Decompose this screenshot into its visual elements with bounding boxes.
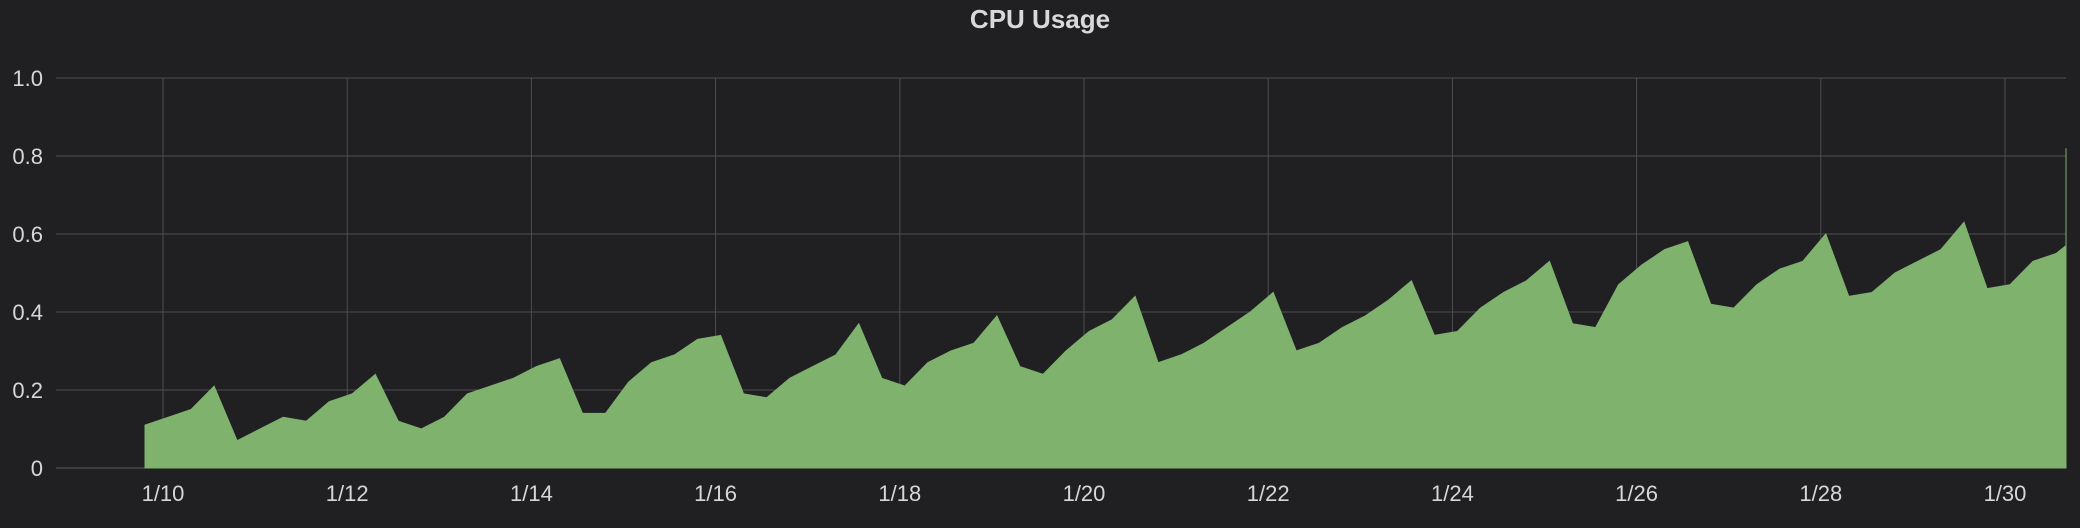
y-tick-label: 0.2 [12, 378, 43, 403]
x-tick-label: 1/14 [510, 481, 553, 506]
y-tick-label: 0.4 [12, 300, 43, 325]
x-tick-label: 1/24 [1431, 481, 1474, 506]
x-tick-label: 1/30 [1984, 481, 2027, 506]
y-tick-label: 1.0 [12, 66, 43, 91]
x-axis-ticks: 1/10 1/12 1/14 1/16 1/18 1/20 1/22 1/24 1/26 1/28… [142, 481, 2027, 506]
plot-area [144, 148, 2067, 469]
y-tick-label: 0 [31, 456, 43, 481]
x-tick-label: 1/20 [1063, 481, 1106, 506]
x-tick-label: 1/22 [1247, 481, 1290, 506]
x-tick-label: 1/26 [1615, 481, 1658, 506]
cpu-usage-area [144, 148, 2067, 469]
y-axis-ticks: 0 0.2 0.4 0.6 0.8 1.0 [12, 66, 43, 481]
x-tick-label: 1/28 [1799, 481, 1842, 506]
x-tick-label: 1/10 [142, 481, 185, 506]
x-tick-label: 1/16 [694, 481, 737, 506]
x-tick-label: 1/18 [878, 481, 921, 506]
x-tick-label: 1/12 [326, 481, 369, 506]
y-tick-label: 0.8 [12, 144, 43, 169]
chart-title: CPU Usage [969, 4, 1111, 34]
y-tick-label: 0.6 [12, 222, 43, 247]
